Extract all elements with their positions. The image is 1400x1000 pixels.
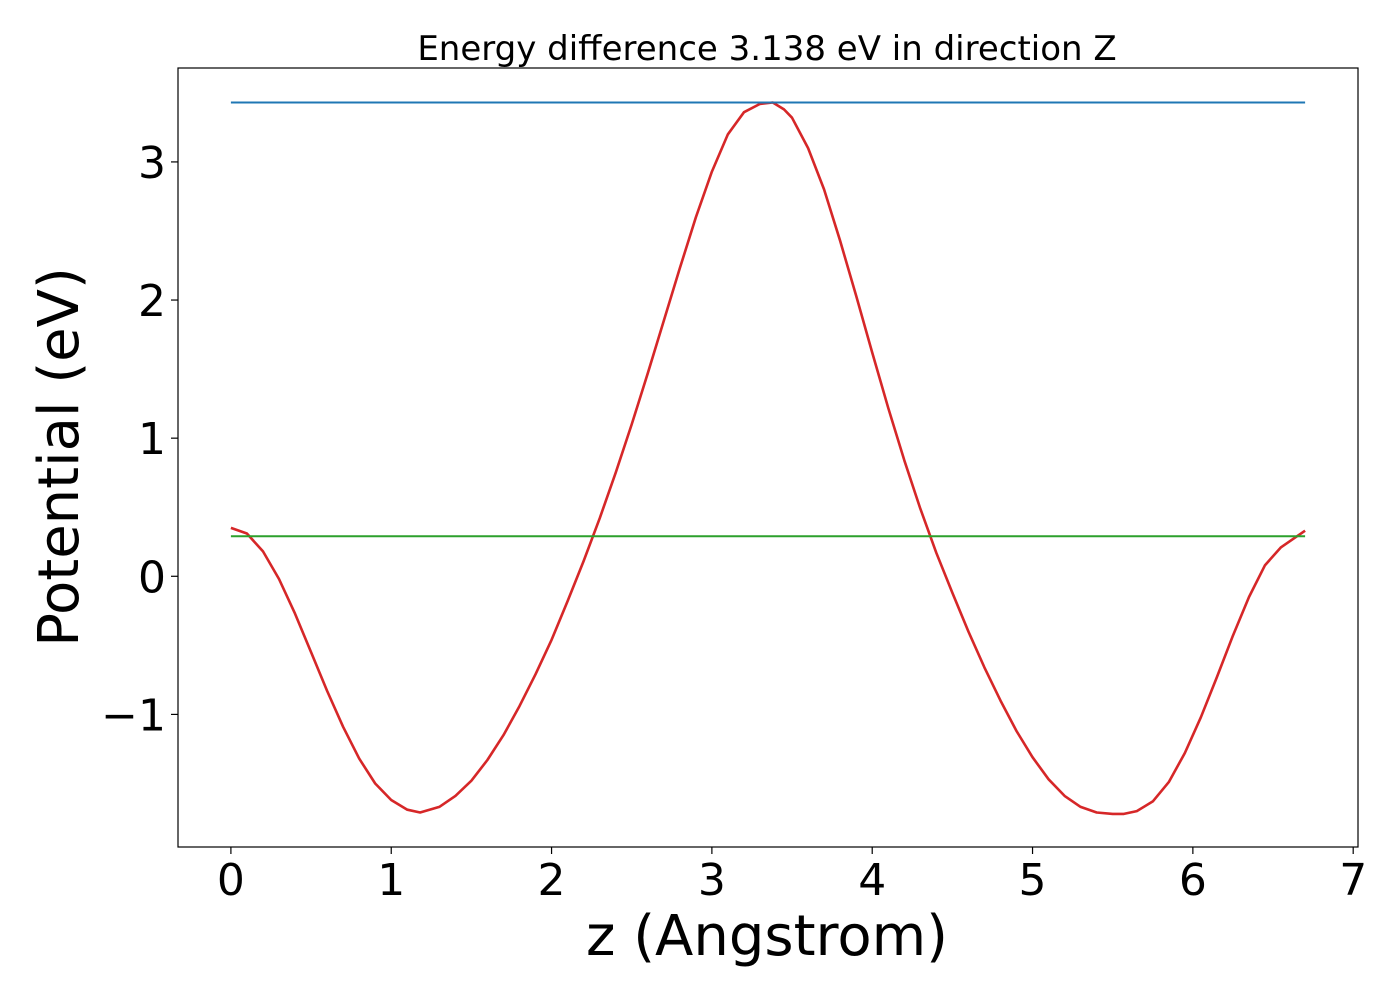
x-axis-label: z (Angstrom) bbox=[586, 904, 948, 969]
x-tick-label: 0 bbox=[217, 855, 245, 906]
y-tick-label: −1 bbox=[101, 690, 166, 741]
potential-curve bbox=[230, 101, 1306, 816]
x-tick-label: 7 bbox=[1339, 855, 1367, 906]
x-tick-label: 4 bbox=[858, 855, 886, 906]
y-tick-label: 0 bbox=[138, 552, 166, 603]
x-tick-label: 3 bbox=[698, 855, 726, 906]
y-tick-label: 2 bbox=[138, 276, 166, 327]
x-tick-label: 2 bbox=[538, 855, 566, 906]
chart-title: Energy difference 3.138 eV in direction … bbox=[417, 29, 1116, 69]
x-axis: 0 1 2 3 4 5 6 7 bbox=[217, 847, 1367, 906]
y-tick-label: 1 bbox=[138, 414, 166, 465]
lines-layer bbox=[230, 101, 1306, 816]
x-tick-label: 6 bbox=[1179, 855, 1207, 906]
y-tick-label: 3 bbox=[138, 138, 166, 189]
y-axis-label: Potential (eV) bbox=[27, 267, 92, 647]
y-axis: −1 0 1 2 3 bbox=[101, 138, 178, 741]
plot-frame bbox=[177, 67, 1359, 848]
plot-area bbox=[178, 68, 1358, 847]
x-tick-label: 5 bbox=[1019, 855, 1047, 906]
x-tick-label: 1 bbox=[377, 855, 405, 906]
